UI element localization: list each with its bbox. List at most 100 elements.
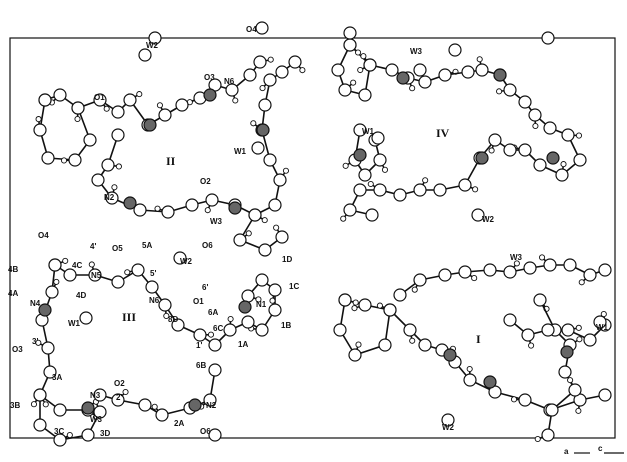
atom-label: 6A <box>208 308 218 317</box>
hydrogen-atom <box>61 158 66 163</box>
atom-label: 3B <box>10 401 20 410</box>
atom <box>434 184 446 196</box>
atom <box>276 66 288 78</box>
hydrogen-atom <box>152 404 157 409</box>
water-oxygen <box>256 22 268 34</box>
hydrogen-atom <box>112 185 117 190</box>
hydrogen-atom <box>412 287 417 292</box>
atom-label: 5A <box>142 241 152 250</box>
atom <box>249 209 261 221</box>
hydrogen-atom <box>67 432 72 437</box>
atom-label: 6C <box>213 324 223 333</box>
atom <box>574 154 586 166</box>
atom <box>64 269 76 281</box>
atom <box>49 259 61 271</box>
nitrogen-atom <box>476 152 488 164</box>
atom <box>256 324 268 336</box>
hydrogen-atom <box>43 402 48 407</box>
atom <box>374 154 386 166</box>
nitrogen-atom <box>484 376 496 388</box>
atom-label: O2 <box>114 379 125 388</box>
atom-label: W1 <box>234 147 247 156</box>
atom <box>374 184 386 196</box>
atom <box>264 74 276 86</box>
hydrogen-atom <box>63 258 68 263</box>
hydrogen-atom <box>377 303 382 308</box>
atom <box>504 84 516 96</box>
hydrogen-atom <box>137 91 142 96</box>
atom <box>339 294 351 306</box>
hydrogen-atom <box>410 338 415 343</box>
atom <box>349 349 361 361</box>
atom <box>519 394 531 406</box>
labels: W2 O4 O3 N6 O1 W3 II W1 W1 IV N2 O2 W3 W… <box>8 25 609 456</box>
water-oxygen <box>344 27 356 39</box>
atom-label: 3C <box>54 427 64 436</box>
atom <box>414 274 426 286</box>
hydrogen-atom <box>473 187 478 192</box>
hydrogen-atom <box>341 216 346 221</box>
molecule-label: II <box>166 154 176 168</box>
atom <box>332 64 344 76</box>
atom <box>546 404 558 416</box>
atom-label: 2A <box>174 419 184 428</box>
axis-label: c <box>598 444 603 453</box>
atom <box>504 314 516 326</box>
hydrogen-atom <box>36 116 41 121</box>
atom <box>354 184 366 196</box>
hydrogen-atom <box>270 298 275 303</box>
atom-label: W2 <box>482 215 495 224</box>
atom <box>242 316 254 328</box>
atom <box>69 154 81 166</box>
hydrogen-atom <box>251 121 256 126</box>
atom <box>584 334 596 346</box>
hydrogen-atom <box>116 164 121 169</box>
atom-label: 1D <box>282 255 292 264</box>
hydrogen-atom <box>477 57 482 62</box>
atom <box>359 169 371 181</box>
water-oxygen <box>542 32 554 44</box>
atom <box>146 281 158 293</box>
atom-label: 4D <box>76 291 86 300</box>
hydrogen-atom <box>535 436 540 441</box>
nitrogen-atom <box>547 152 559 164</box>
nitrogen-atom <box>239 301 251 313</box>
atom <box>519 144 531 156</box>
atom <box>234 234 246 246</box>
hydrogen-atom <box>343 163 348 168</box>
atom <box>462 66 474 78</box>
atom <box>359 299 371 311</box>
atom <box>256 274 268 286</box>
atom-label: 6B <box>196 361 206 370</box>
hydrogen-atom <box>368 181 373 186</box>
atom-label: N3 <box>90 391 101 400</box>
hydrogen-atom <box>260 85 265 90</box>
hydrogen-atom <box>358 67 363 72</box>
atom <box>176 99 188 111</box>
atom-label: W2 <box>180 257 193 266</box>
atom <box>254 56 266 68</box>
atom-label: 4C <box>72 261 82 270</box>
atom <box>162 206 174 218</box>
atom <box>34 124 46 136</box>
atom <box>259 244 271 256</box>
atom <box>42 152 54 164</box>
axis-label: a <box>564 447 569 456</box>
atom <box>159 299 171 311</box>
nitrogen-atom <box>444 349 456 361</box>
atom-label: 1' <box>196 341 202 350</box>
hydrogen-atom <box>89 262 94 267</box>
atom <box>276 231 288 243</box>
atom <box>112 129 124 141</box>
atom <box>379 339 391 351</box>
hydrogen-atom <box>268 57 273 62</box>
hydrogen-atom <box>561 162 566 167</box>
atom <box>269 284 281 296</box>
atom <box>439 269 451 281</box>
atom <box>394 289 406 301</box>
hydrogen-atom <box>356 342 361 347</box>
atom-label: O5 <box>112 244 123 253</box>
atom <box>476 64 488 76</box>
hydrogen-atom <box>274 225 279 230</box>
atom <box>84 134 96 146</box>
